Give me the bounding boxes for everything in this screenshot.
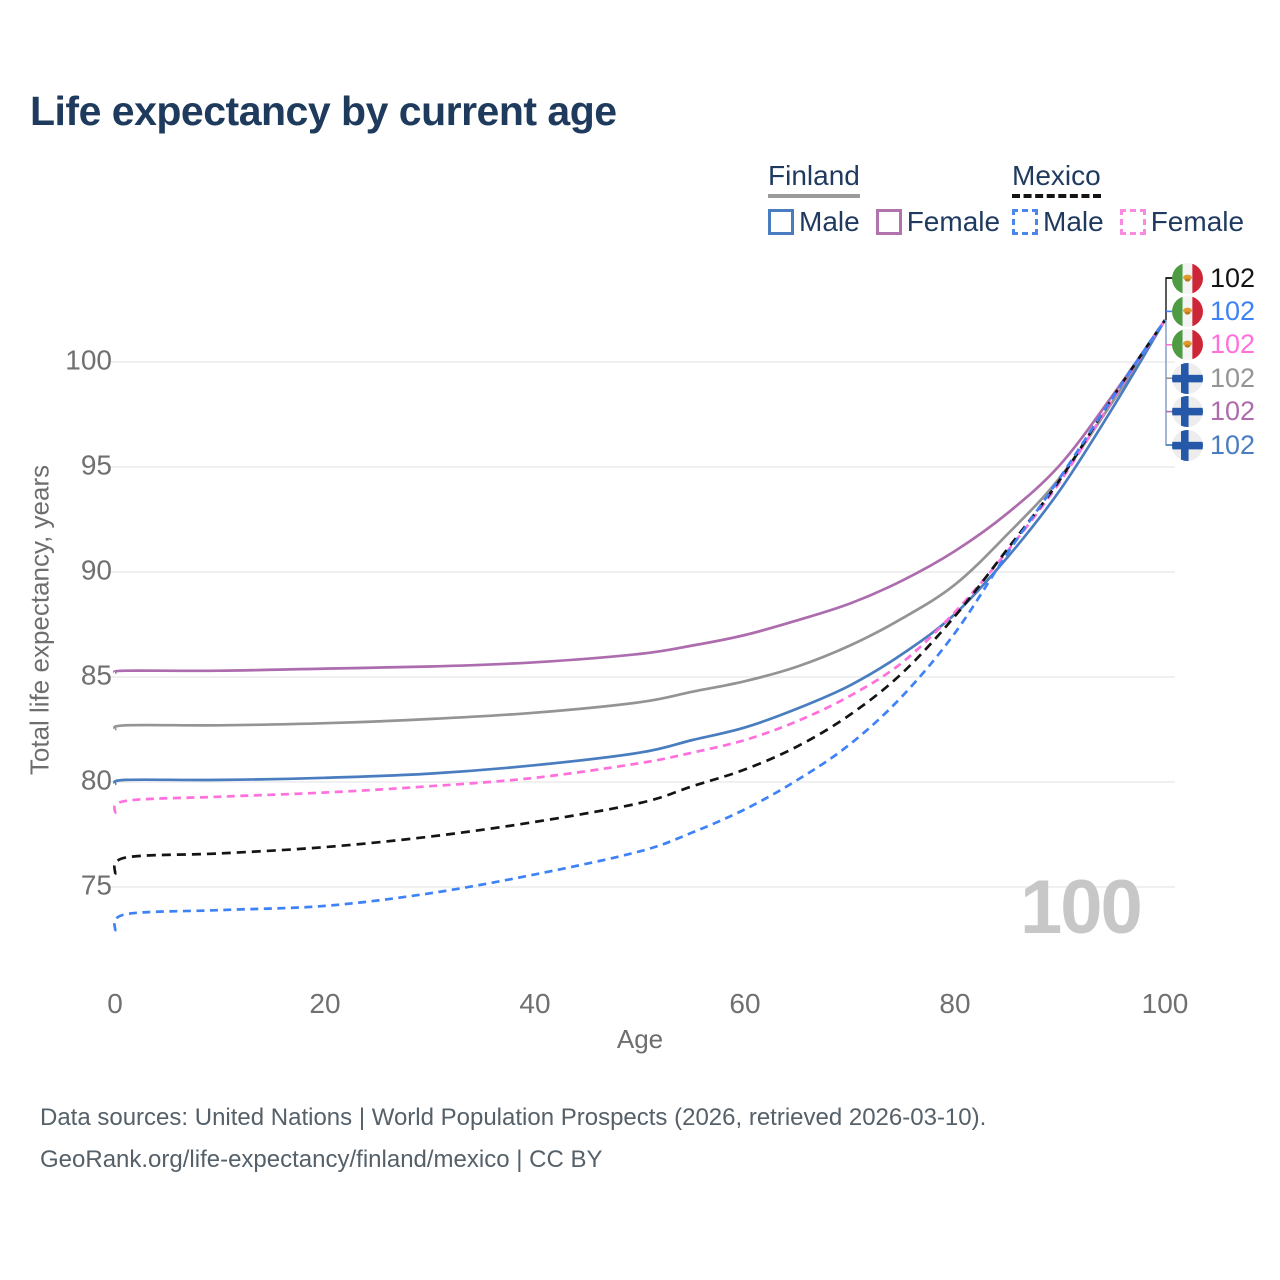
legend-mexico-header: Mexico [1012,160,1101,198]
series-line-finland-male [113,319,1167,786]
mexico-flag-icon [1172,329,1203,361]
y-tick-label-75: 75 [80,869,112,901]
y-tick-label-90: 90 [80,554,112,586]
legend-mexico-female-label: Female [1150,206,1245,237]
legend-mexico-male-label: Male [1043,206,1104,237]
legend-finland-items: Male Female [768,206,1000,238]
end-label-finland-male: 102 [1172,429,1256,461]
series-line-mexico [113,319,1167,876]
legend-finland-female-label: Female [906,206,1001,237]
y-tick-label-95: 95 [80,449,112,481]
series-line-mexico-female [113,319,1167,815]
finland-female-swatch-icon [875,209,902,235]
y-tick-label-80: 80 [80,764,112,796]
legend-item-finland-male[interactable]: Male [768,206,860,238]
end-label-value: 102 [1210,429,1256,460]
legend-group-finland: Finland Male Female [768,160,1000,238]
finland-flag-icon [1172,396,1203,428]
finland-flag-icon [1172,429,1203,461]
age-watermark: 100 [1020,865,1143,950]
mexico-male-swatch-icon [1012,209,1038,235]
end-label-value: 102 [1210,295,1256,326]
series-line-finland-female [113,319,1167,675]
end-label-mexico: 102 [1172,262,1256,294]
end-label-mexico-male: 102 [1172,295,1256,327]
x-tick-label-20: 20 [309,988,341,1019]
x-tick-label-100: 100 [1141,988,1189,1019]
end-label-value: 102 [1210,362,1256,393]
x-tick-label-40: 40 [519,988,551,1019]
series-line-mexico-male [113,319,1167,932]
x-tick-label-80: 80 [939,988,971,1019]
legend-item-finland-female[interactable]: Female [875,206,1001,238]
end-label-value: 102 [1210,329,1256,360]
footer-data-sources: Data sources: United Nations | World Pop… [40,1104,987,1131]
end-label-value: 102 [1210,396,1256,427]
end-label-finland-female: 102 [1172,396,1256,428]
end-label-mexico-female: 102 [1172,329,1256,361]
chart-title: Life expectancy by current age [30,88,617,134]
x-axis-title: Age [616,1024,664,1054]
y-axis-title: Total life expectancy, years [24,464,55,776]
mexico-flag-icon [1172,295,1203,327]
finland-male-swatch-icon [768,209,794,235]
x-tick-label-0: 0 [107,988,123,1019]
legend-group-mexico: Mexico Male Female [1012,160,1244,238]
legend-finland-header: Finland [768,160,860,198]
end-label-finland: 102 [1172,362,1256,394]
series-line-finland [113,319,1167,731]
legend-item-mexico-female[interactable]: Female [1119,206,1245,238]
legend-finland-male-label: Male [799,206,860,237]
x-tick-label-60: 60 [729,988,761,1019]
finland-flag-icon [1172,362,1203,394]
footer-attribution: GeoRank.org/life-expectancy/finland/mexi… [40,1146,603,1173]
legend-item-mexico-male[interactable]: Male [1012,206,1104,238]
mexico-female-swatch-icon [1119,209,1146,235]
end-label-value: 102 [1210,262,1256,293]
y-tick-label-85: 85 [80,659,112,691]
legend-mexico-items: Male Female [1012,206,1244,238]
mexico-flag-icon [1172,262,1203,294]
y-tick-label-100: 100 [65,344,112,376]
